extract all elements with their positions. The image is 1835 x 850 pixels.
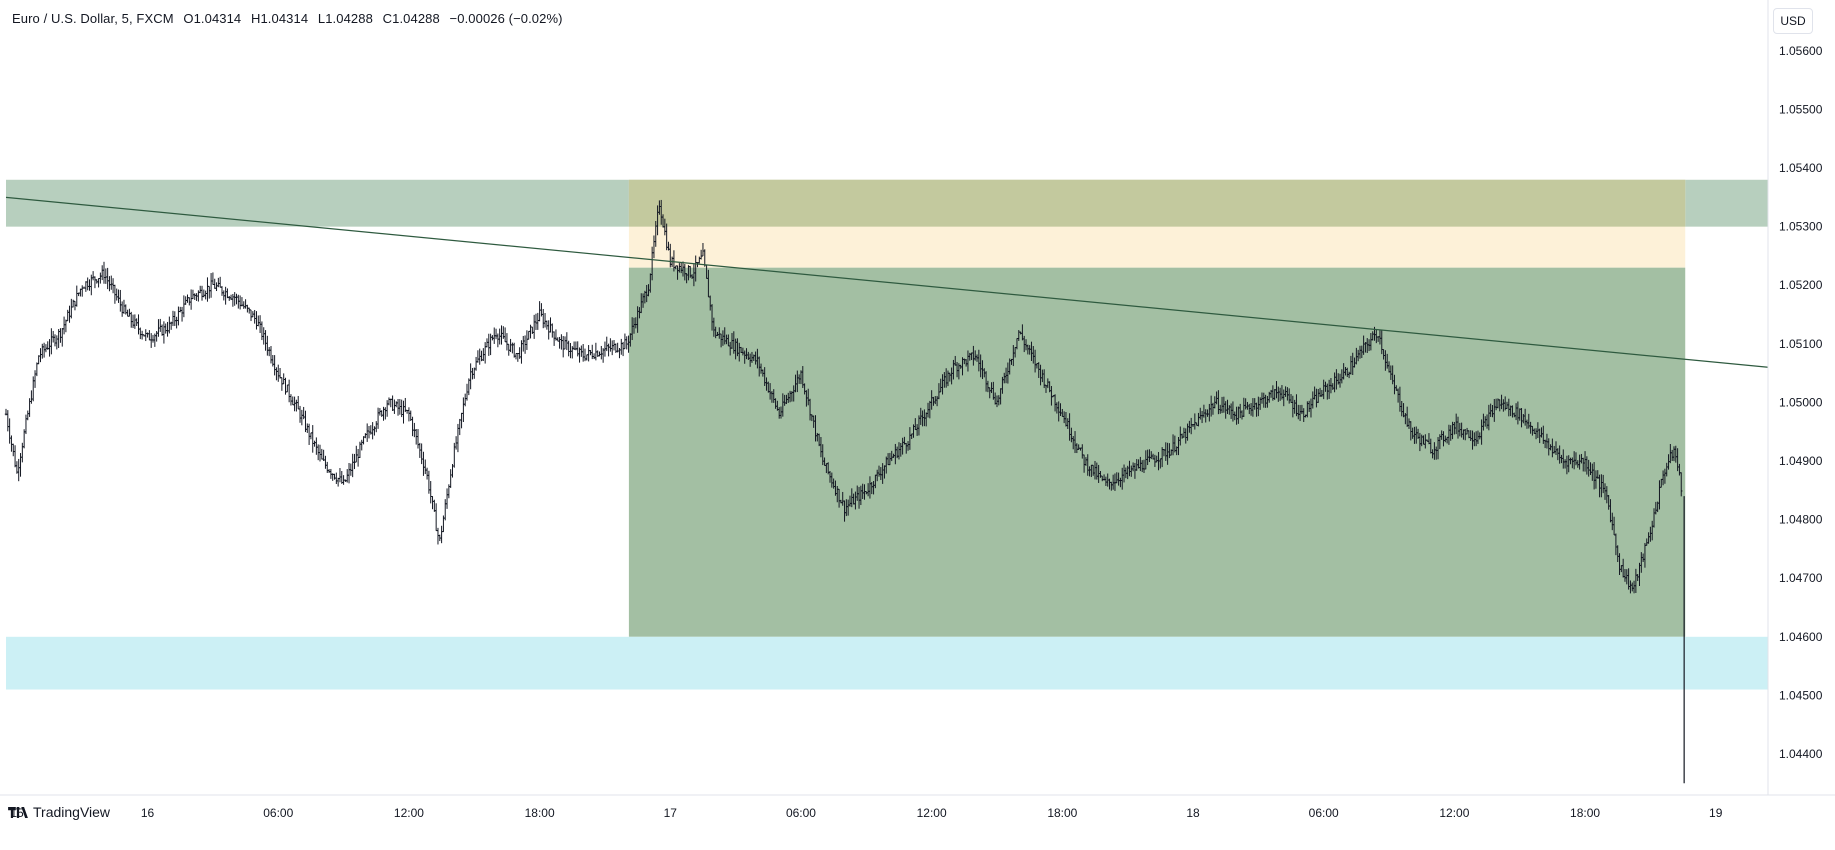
legend-close: C1.04288 (382, 11, 440, 26)
price-tick-label: 1.04600 (1779, 630, 1823, 644)
currency-button[interactable]: USD (1773, 8, 1813, 34)
time-tick-label: 12:00 (394, 806, 424, 820)
price-tick-label: 1.05300 (1779, 220, 1823, 234)
price-tick-label: 1.04400 (1779, 747, 1823, 761)
time-tick-label: 06:00 (786, 806, 816, 820)
price-tick-label: 1.04800 (1779, 513, 1823, 527)
price-tick-label: 1.04900 (1779, 454, 1823, 468)
price-tick-label: 1.05100 (1779, 337, 1823, 351)
demand-zone[interactable] (6, 636, 1768, 690)
time-tick-label: 18:00 (525, 806, 555, 820)
symbol-legend: Euro / U.S. Dollar, 5, FXCM O1.04314 H1.… (12, 11, 569, 26)
legend-high: H1.04314 (250, 11, 309, 26)
trendline[interactable] (5, 196, 1769, 368)
time-tick-label: 06:00 (1309, 806, 1339, 820)
legend-symbol: Euro / U.S. Dollar, 5, FXCM (12, 11, 174, 26)
tradingview-icon (8, 806, 28, 818)
time-tick-label: 12:00 (917, 806, 947, 820)
target-zone[interactable] (628, 267, 1686, 637)
price-tick-label: 1.05200 (1779, 278, 1823, 292)
price-tick-label: 1.05000 (1779, 395, 1823, 409)
time-tick-label: 12:00 (1439, 806, 1469, 820)
time-tick-label: 16 (141, 806, 155, 820)
time-tick-label: 17 (664, 806, 678, 820)
zones-layer (6, 179, 1768, 690)
legend-low: L1.04288 (317, 11, 373, 26)
legend-change: −0.00026 (−0.02%) (449, 11, 563, 26)
price-tick-label: 1.05500 (1779, 102, 1823, 116)
axes-layer: 1.05600 1.05500 1.05400 1.05300 1.05200 1.051… (0, 0, 1835, 820)
legend-open: O1.04314 (183, 11, 242, 26)
time-tick-label: 18:00 (1047, 806, 1077, 820)
price-tick-label: 1.05400 (1779, 161, 1823, 175)
time-tick-label: 06:00 (263, 806, 293, 820)
price-tick-label: 1.05600 (1779, 44, 1823, 58)
time-tick-label: 18:00 (1570, 806, 1600, 820)
zone-overlap (628, 179, 1686, 227)
candles-layer (4, 199, 1685, 784)
drawings-layer (5, 196, 1769, 368)
price-tick-label: 1.04700 (1779, 571, 1823, 585)
tradingview-logo[interactable]: TradingView (8, 804, 110, 820)
price-tick-label: 1.04500 (1779, 688, 1823, 702)
time-tick-label: 19 (1709, 806, 1723, 820)
brand-text: TradingView (33, 804, 111, 820)
time-tick-label: 18 (1186, 806, 1200, 820)
